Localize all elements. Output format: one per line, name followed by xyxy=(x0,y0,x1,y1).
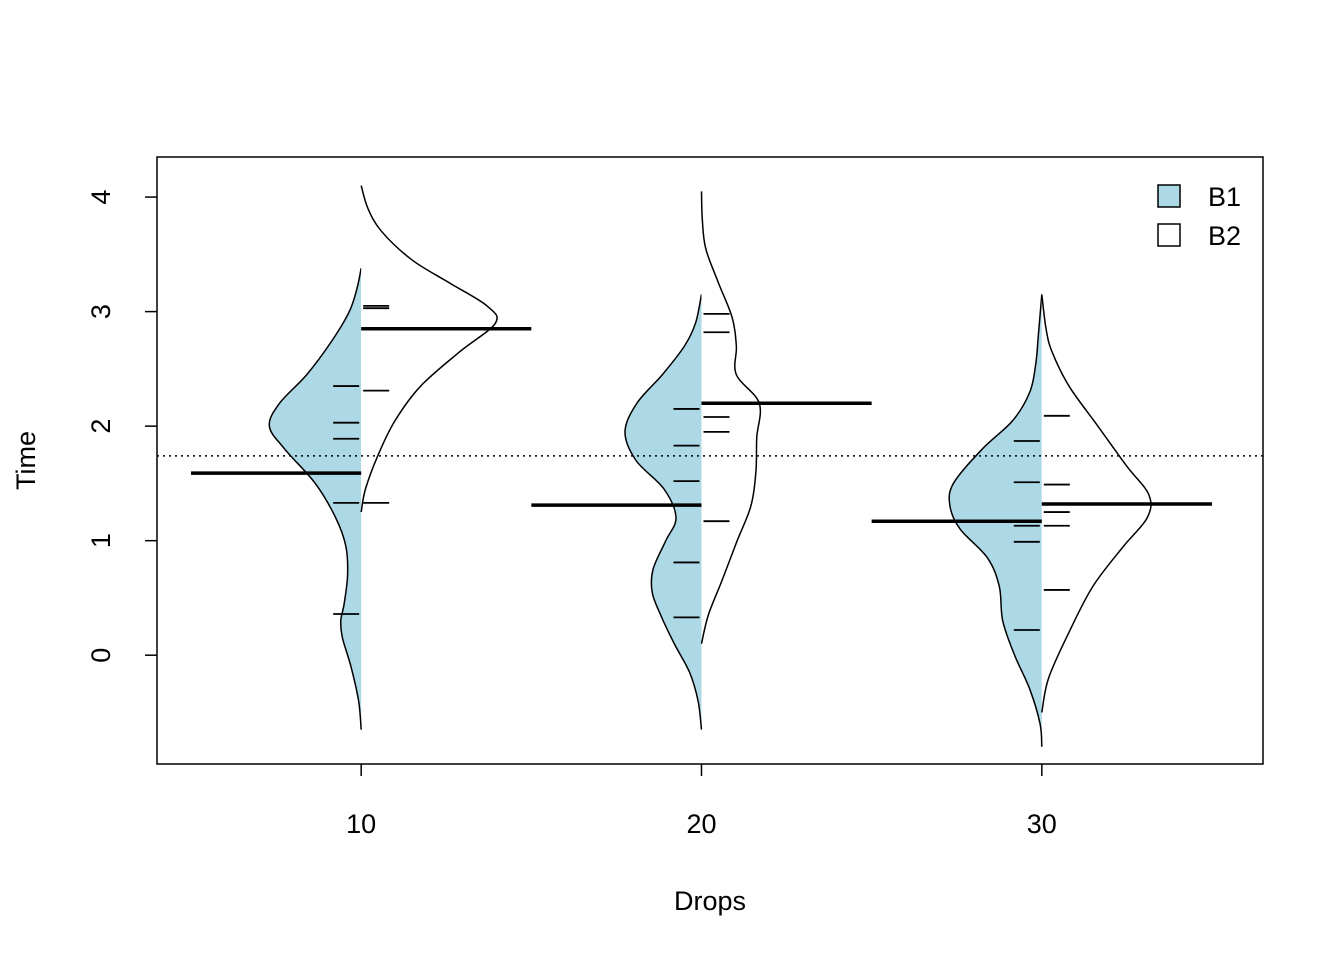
y-tick-label: 4 xyxy=(86,190,116,205)
bean-outline-B2-30 xyxy=(1041,294,1152,713)
bean-outline-B1-30 xyxy=(948,294,1043,747)
legend-swatch-B1 xyxy=(1157,184,1181,208)
bean-fill-B2-10 xyxy=(361,185,498,513)
legend-swatch-B2 xyxy=(1157,223,1181,247)
y-axis: 0 1 2 3 4 xyxy=(86,190,157,663)
x-tick-label: 20 xyxy=(686,809,716,839)
y-tick-label: 0 xyxy=(86,648,116,663)
plot-area-frame xyxy=(156,156,1264,765)
x-axis-title: Drops xyxy=(674,886,746,916)
y-tick-label: 3 xyxy=(86,304,116,319)
observation-lines-layer xyxy=(333,304,1070,631)
bean-outline-B2-10 xyxy=(360,185,498,513)
x-tick-label: 30 xyxy=(1027,809,1057,839)
x-tick-label: 10 xyxy=(346,809,376,839)
bean-outline-B1-20 xyxy=(624,294,703,730)
bean-fill-B1-10 xyxy=(269,268,362,730)
y-axis-title: Time xyxy=(11,431,41,490)
bean-fill-B2-20 xyxy=(701,191,761,644)
bean-fill-B1-20 xyxy=(624,294,702,730)
legend-label-B1: B1 xyxy=(1208,182,1241,212)
x-axis: 10 20 30 xyxy=(346,764,1057,839)
beans-layer xyxy=(268,185,1152,747)
bean-outline-B1-10 xyxy=(268,267,362,730)
y-tick-label: 1 xyxy=(86,533,116,548)
group-mean-lines-layer xyxy=(191,327,1212,523)
y-tick-label: 2 xyxy=(86,419,116,434)
legend-label-B2: B2 xyxy=(1208,221,1241,251)
